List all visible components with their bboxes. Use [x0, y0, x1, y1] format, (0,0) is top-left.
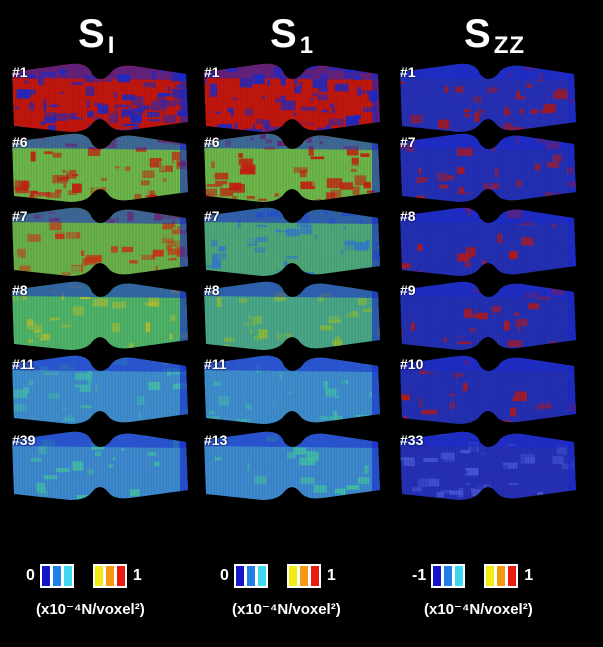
specimen-render: #9	[398, 278, 578, 352]
specimen-render: #13	[202, 428, 382, 502]
units-label-s1: (x10⁻⁴N/voxel²)	[232, 601, 341, 618]
specimen-render: #10	[398, 352, 578, 426]
colorbar-si: 0 1	[20, 560, 148, 592]
specimen-label: #7	[400, 134, 416, 150]
specimen-label: #9	[400, 282, 416, 298]
colorbar-szz: -1 1	[406, 560, 539, 592]
specimen-label: #10	[400, 356, 424, 372]
colorbar-swatch	[114, 564, 127, 588]
specimen-label: #39	[12, 432, 36, 448]
specimen-render: #6	[10, 130, 190, 204]
specimen-render: #7	[398, 130, 578, 204]
colorbar-max-label: 1	[326, 567, 336, 584]
specimen-label: #6	[12, 134, 28, 150]
specimen-render: #6	[202, 130, 382, 204]
units-label-si: (x10⁻⁴N/voxel²)	[36, 601, 145, 618]
specimen-label: #11	[204, 356, 227, 372]
column-title-si: SI	[78, 12, 116, 59]
colorbar-s1: 0 1	[214, 560, 342, 592]
specimen-label: #1	[400, 64, 416, 80]
colorbar-min-label: 0	[26, 567, 35, 584]
colorbar-min-label: -1	[412, 567, 427, 584]
specimen-render: #7	[202, 204, 382, 278]
colorbar-swatch	[308, 564, 321, 588]
column-title-szz: SZZ	[464, 12, 526, 59]
specimen-render: #7	[10, 204, 190, 278]
specimen-render: #1	[202, 60, 382, 134]
specimen-render: #8	[398, 204, 578, 278]
colorbar-max-label: 1	[132, 567, 142, 584]
specimen-label: #11	[12, 356, 35, 372]
specimen-render: #11	[202, 352, 382, 426]
colorbar-swatch	[255, 564, 268, 588]
specimen-label: #1	[204, 64, 220, 80]
specimen-label: #7	[12, 208, 28, 224]
specimen-label: #33	[400, 432, 424, 448]
colorbar-swatch	[61, 564, 74, 588]
column-title-s1: S1	[270, 12, 315, 59]
colorbar-swatch	[453, 564, 466, 588]
specimen-render: #8	[10, 278, 190, 352]
specimen-render: #39	[10, 428, 190, 502]
specimen-label: #1	[12, 64, 28, 80]
specimen-render: #11	[10, 352, 190, 426]
units-label-szz: (x10⁻⁴N/voxel²)	[424, 601, 533, 618]
specimen-label: #8	[204, 282, 220, 298]
specimen-label: #13	[204, 432, 228, 448]
specimen-label: #8	[400, 208, 416, 224]
specimen-render: #1	[398, 60, 578, 134]
specimen-render: #8	[202, 278, 382, 352]
colorbar-swatch	[506, 564, 519, 588]
colorbar-max-label: 1	[524, 567, 534, 584]
specimen-render: #1	[10, 60, 190, 134]
colorbar-min-label: 0	[220, 567, 229, 584]
specimen-label: #6	[204, 134, 220, 150]
specimen-label: #8	[12, 282, 28, 298]
specimen-label: #7	[204, 208, 220, 224]
specimen-render: #33	[398, 428, 578, 502]
